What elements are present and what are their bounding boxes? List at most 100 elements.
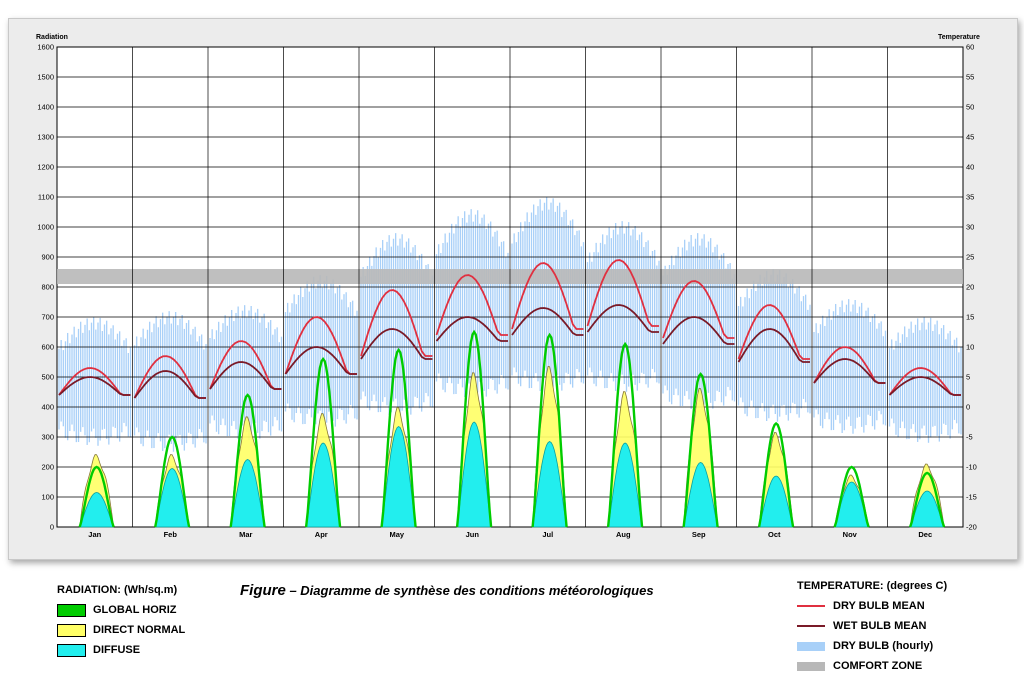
wet-bulb-mean-line	[662, 316, 735, 345]
diffuse-swatch	[57, 643, 86, 657]
month-label: Jan	[88, 530, 101, 539]
legend-item-comfort-zone: COMFORT ZONE	[797, 656, 947, 676]
legend-item-dry-bulb-hourly: DRY BULB (hourly)	[797, 636, 947, 656]
right-axis-tick-label: 5	[966, 373, 970, 382]
dry-bulb-mean-line	[586, 259, 659, 327]
dry-bulb-mean-line	[737, 304, 810, 360]
left-axis-tick-label: 1400	[37, 103, 54, 112]
left-axis-tick-label: 1200	[37, 163, 54, 172]
dry-bulb-mean-line	[813, 346, 886, 384]
legend-item-diffuse: DIFFUSE	[57, 640, 185, 660]
caption-text: – Diagramme de synthèse des conditions m…	[285, 583, 654, 598]
global-horiz-line	[682, 372, 719, 528]
left-axis-tick-label: 800	[41, 283, 54, 292]
caption-figure-word: Figure	[240, 582, 286, 599]
dry-bulb-mean-line	[511, 262, 584, 330]
legend-label: DIFFUSE	[93, 644, 141, 656]
direct-normal-swatch	[57, 623, 86, 637]
left-axis-tick-label: 1300	[37, 133, 54, 142]
radiation-legend: RADIATION: (Wh/sq.m) GLOBAL HORIZ DIRECT…	[57, 584, 185, 660]
legend-label: DRY BULB (hourly)	[833, 640, 934, 652]
wet-bulb-mean-line	[888, 376, 961, 396]
legend-label: DIRECT NORMAL	[93, 624, 186, 636]
global-horiz-line	[455, 329, 493, 528]
month-label: Mar	[239, 530, 252, 539]
right-axis-tick-label: -10	[966, 463, 977, 472]
wet-bulb-mean-line	[511, 307, 584, 336]
legend-label: GLOBAL HORIZ	[93, 604, 177, 616]
left-axis-title: Radiation	[36, 34, 68, 41]
right-axis-tick-label: 60	[966, 43, 974, 52]
left-axis-tick-label: 900	[41, 253, 54, 262]
left-axis-tick-label: 400	[41, 403, 54, 412]
global-horiz-line	[154, 435, 191, 528]
month-label: Aug	[616, 530, 631, 539]
right-axis-tick-label: 55	[966, 73, 974, 82]
left-axis-tick-label: 1500	[37, 73, 54, 82]
diffuse-series	[79, 421, 945, 528]
grid-lines	[57, 46, 963, 528]
dry-bulb-mean-line	[360, 289, 433, 357]
legend-item-direct-normal: DIRECT NORMAL	[57, 620, 185, 640]
left-axis-tick-label: 300	[41, 433, 54, 442]
wet-bulb-mean-series	[58, 304, 961, 399]
global-horiz-line	[833, 465, 870, 528]
left-axis-tick-label: 600	[41, 343, 54, 352]
right-axis-tick-label: 10	[966, 343, 974, 352]
left-axis-tick-label: 1600	[37, 43, 54, 52]
right-axis-tick-label: 20	[966, 283, 974, 292]
left-axis-tick-label: 700	[41, 313, 54, 322]
global-horiz-series	[78, 329, 946, 528]
global-horiz-line	[380, 347, 417, 528]
right-axis-tick-label: -5	[966, 433, 973, 442]
month-label: Dec	[918, 530, 932, 539]
month-label: Jul	[542, 530, 553, 539]
month-label: Nov	[843, 530, 858, 539]
left-axis-tick-label: 1000	[37, 223, 54, 232]
temperature-legend: TEMPERATURE: (degrees C) DRY BULB MEAN W…	[797, 580, 947, 676]
wet-bulb-mean-line	[737, 328, 810, 363]
right-axis-tick-label: 15	[966, 313, 974, 322]
dry-bulb-hourly-series	[58, 197, 962, 452]
dry-bulb-mean-line	[662, 280, 735, 339]
global-horiz-line	[531, 332, 568, 528]
wet-bulb-mean-line	[133, 370, 206, 399]
wet-bulb-mean-line	[284, 346, 357, 375]
month-label: Jun	[466, 530, 480, 539]
dry-bulb-mean-line	[133, 355, 206, 399]
month-label: Sep	[692, 530, 706, 539]
legend-item-global-horiz: GLOBAL HORIZ	[57, 600, 185, 620]
dry-bulb-mean-line	[435, 274, 508, 336]
left-axis-tick-label: 0	[50, 523, 54, 532]
month-label: Oct	[768, 530, 781, 539]
left-axis-ticks: 0 100 200 300 400 500 600 700 800 900 1000 1100 1200…	[37, 43, 54, 532]
dry-bulb-hourly-swatch	[797, 641, 825, 651]
dry-bulb-mean-swatch	[797, 605, 825, 607]
figure-caption: Figure – Diagramme de synthèse des condi…	[240, 582, 654, 599]
wet-bulb-mean-line	[586, 304, 659, 333]
wet-bulb-mean-line	[435, 316, 508, 342]
right-axis-tick-label: 45	[966, 133, 974, 142]
dry-bulb-mean-line	[284, 316, 357, 375]
radiation-legend-title: RADIATION: (Wh/sq.m)	[57, 584, 178, 596]
global-horiz-line	[908, 471, 946, 528]
right-axis-tick-label: 0	[966, 403, 970, 412]
left-axis-tick-label: 100	[41, 493, 54, 502]
global-horiz-line	[78, 465, 115, 528]
left-axis-tick-label: 200	[41, 463, 54, 472]
right-axis-tick-label: 30	[966, 223, 974, 232]
wet-bulb-mean-line	[209, 361, 282, 390]
legend-label: WET BULB MEAN	[833, 620, 927, 632]
right-axis-tick-label: 50	[966, 103, 974, 112]
right-axis-tick-label: 35	[966, 193, 974, 202]
right-axis-ticks: -20 -15 -10 -5 0 5 10 15 20 25 30 35 40 45 50 55 60	[966, 43, 977, 532]
wet-bulb-mean-line	[813, 358, 886, 384]
right-axis-tick-label: 40	[966, 163, 974, 172]
comfort-zone-swatch	[797, 661, 825, 671]
legend-label: COMFORT ZONE	[833, 660, 923, 672]
dry-bulb-mean-series	[58, 259, 961, 399]
dry-bulb-mean-line	[209, 340, 282, 390]
legend-item-wet-bulb-mean: WET BULB MEAN	[797, 616, 947, 636]
weather-summary-chart: 0100200300400500600700800900100011001200…	[37, 43, 977, 540]
wet-bulb-mean-line	[58, 376, 131, 396]
